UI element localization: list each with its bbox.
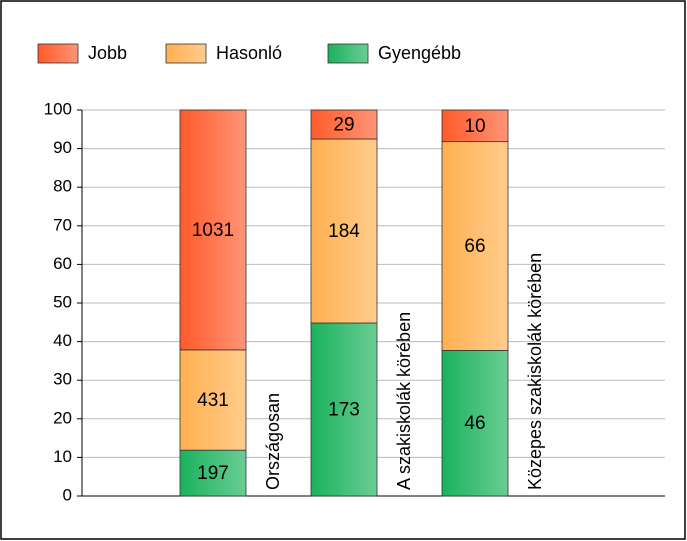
bar-segment	[310, 138, 378, 324]
y-tick-label: 90	[53, 138, 72, 157]
x-tick-label: Közepes szakiskolák körében	[525, 253, 545, 490]
y-tick-label: 50	[53, 292, 72, 311]
legend-label: Jobb	[88, 43, 127, 63]
data-label: 184	[328, 221, 360, 242]
y-tick-label: 10	[53, 447, 72, 466]
y-tick-label: 80	[53, 177, 72, 196]
x-tick-label: Országosan	[263, 393, 283, 490]
data-label: 29	[333, 115, 354, 136]
y-tick-label: 100	[44, 99, 72, 118]
bar-segment	[441, 141, 509, 351]
legend-swatch	[327, 43, 369, 64]
bar-segment	[179, 449, 247, 497]
y-tick-label: 0	[63, 485, 72, 504]
bar-segment	[179, 109, 247, 351]
data-label: 10	[464, 116, 485, 137]
y-tick-label: 40	[53, 331, 72, 350]
y-tick-label: 70	[53, 215, 72, 234]
legend-swatch	[37, 43, 79, 64]
data-label: 66	[464, 236, 485, 257]
legend-label: Hasonló	[216, 43, 282, 63]
legend-swatch	[165, 43, 207, 64]
bar-segment	[310, 109, 378, 140]
bar-segment	[441, 350, 509, 497]
legend-label: Gyengébb	[378, 43, 461, 63]
y-tick-label: 30	[53, 370, 72, 389]
data-label: 173	[328, 400, 360, 421]
data-label: 431	[197, 390, 229, 411]
bar-segment	[441, 109, 509, 143]
y-tick-label: 20	[53, 408, 72, 427]
data-label: 46	[464, 413, 485, 434]
y-tick-label: 60	[53, 254, 72, 273]
data-label: 1031	[192, 220, 234, 241]
x-tick-label: A szakiskolák körében	[394, 312, 414, 490]
data-label: 197	[197, 463, 229, 484]
bar-segment	[310, 322, 378, 497]
